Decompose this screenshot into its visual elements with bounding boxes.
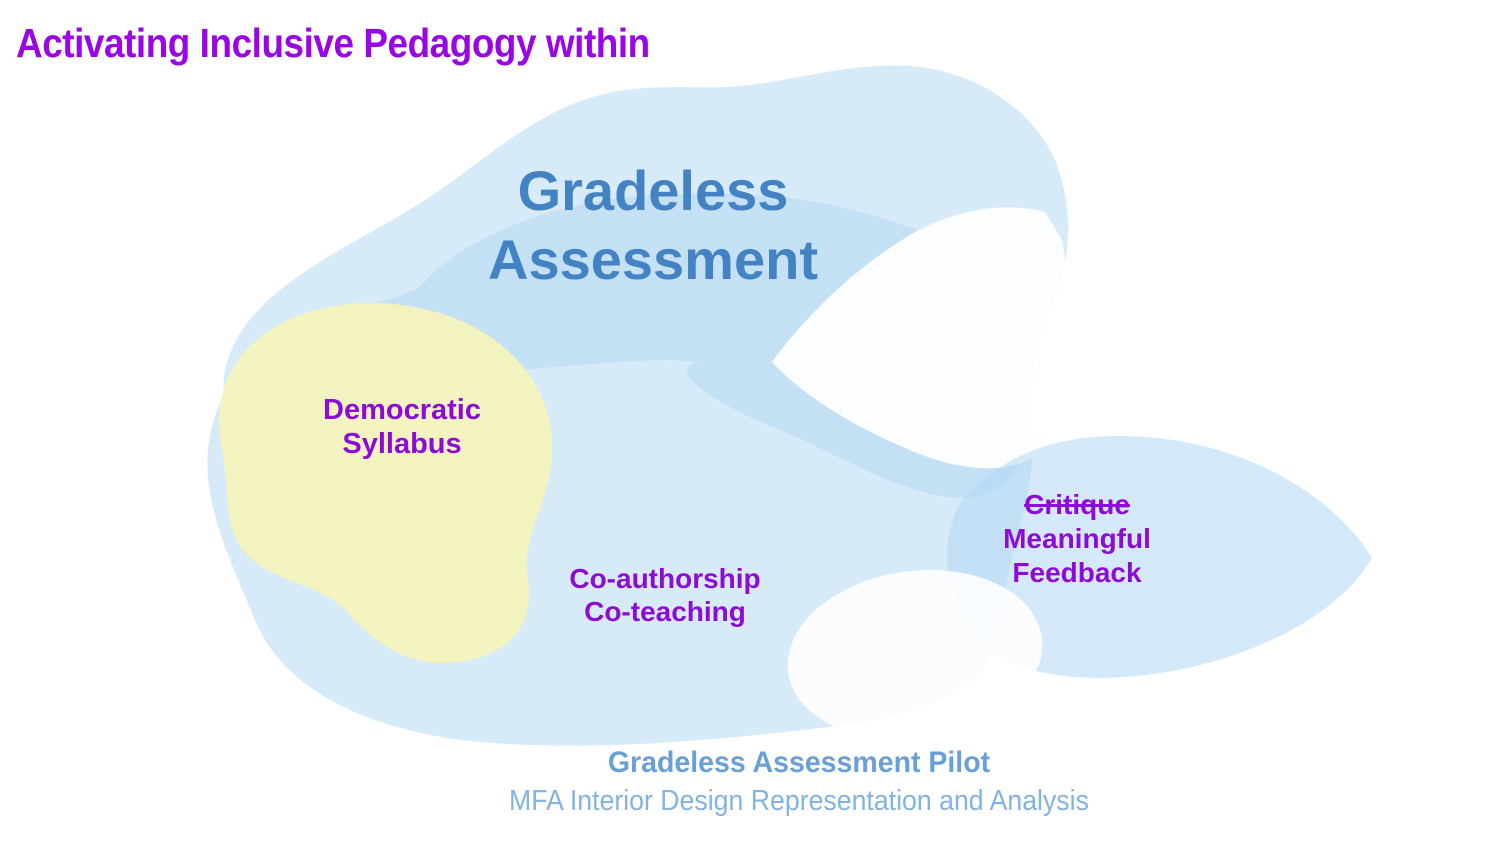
- feedback-line1: Meaningful: [1003, 523, 1151, 554]
- feedback-line2: Feedback: [1012, 557, 1142, 588]
- democratic-line1: Democratic: [323, 394, 481, 426]
- blob-right: [947, 435, 1372, 678]
- footer-caption: Gradeless Assessment Pilot MFA Interior …: [449, 744, 1149, 820]
- footer-program-name: MFA Interior Design Representation and A…: [509, 785, 1089, 817]
- label-democratic-syllabus: Democratic Syllabus: [252, 393, 552, 461]
- blob-white-hole: [787, 569, 1043, 741]
- democratic-line2: Syllabus: [342, 428, 462, 460]
- label-coauthorship: Co-authorship Co-teaching: [515, 562, 815, 628]
- main-concept-label: Gradeless Assessment: [353, 156, 953, 294]
- coauthorship-line1: Co-authorship: [569, 563, 761, 594]
- label-meaningful-feedback: Critique Meaningful Feedback: [927, 488, 1227, 590]
- main-concept-line2: Assessment: [488, 228, 818, 291]
- feedback-struck-word: Critique: [1024, 489, 1130, 520]
- blob-white-wedge: [772, 207, 1069, 469]
- footer-pilot-title: Gradeless Assessment Pilot: [607, 746, 991, 779]
- slide-title: Activating Inclusive Pedagogy within: [16, 20, 650, 66]
- blob-yellow: [219, 303, 553, 663]
- main-concept-line1: Gradeless: [517, 159, 789, 222]
- coauthorship-line2: Co-teaching: [584, 596, 746, 627]
